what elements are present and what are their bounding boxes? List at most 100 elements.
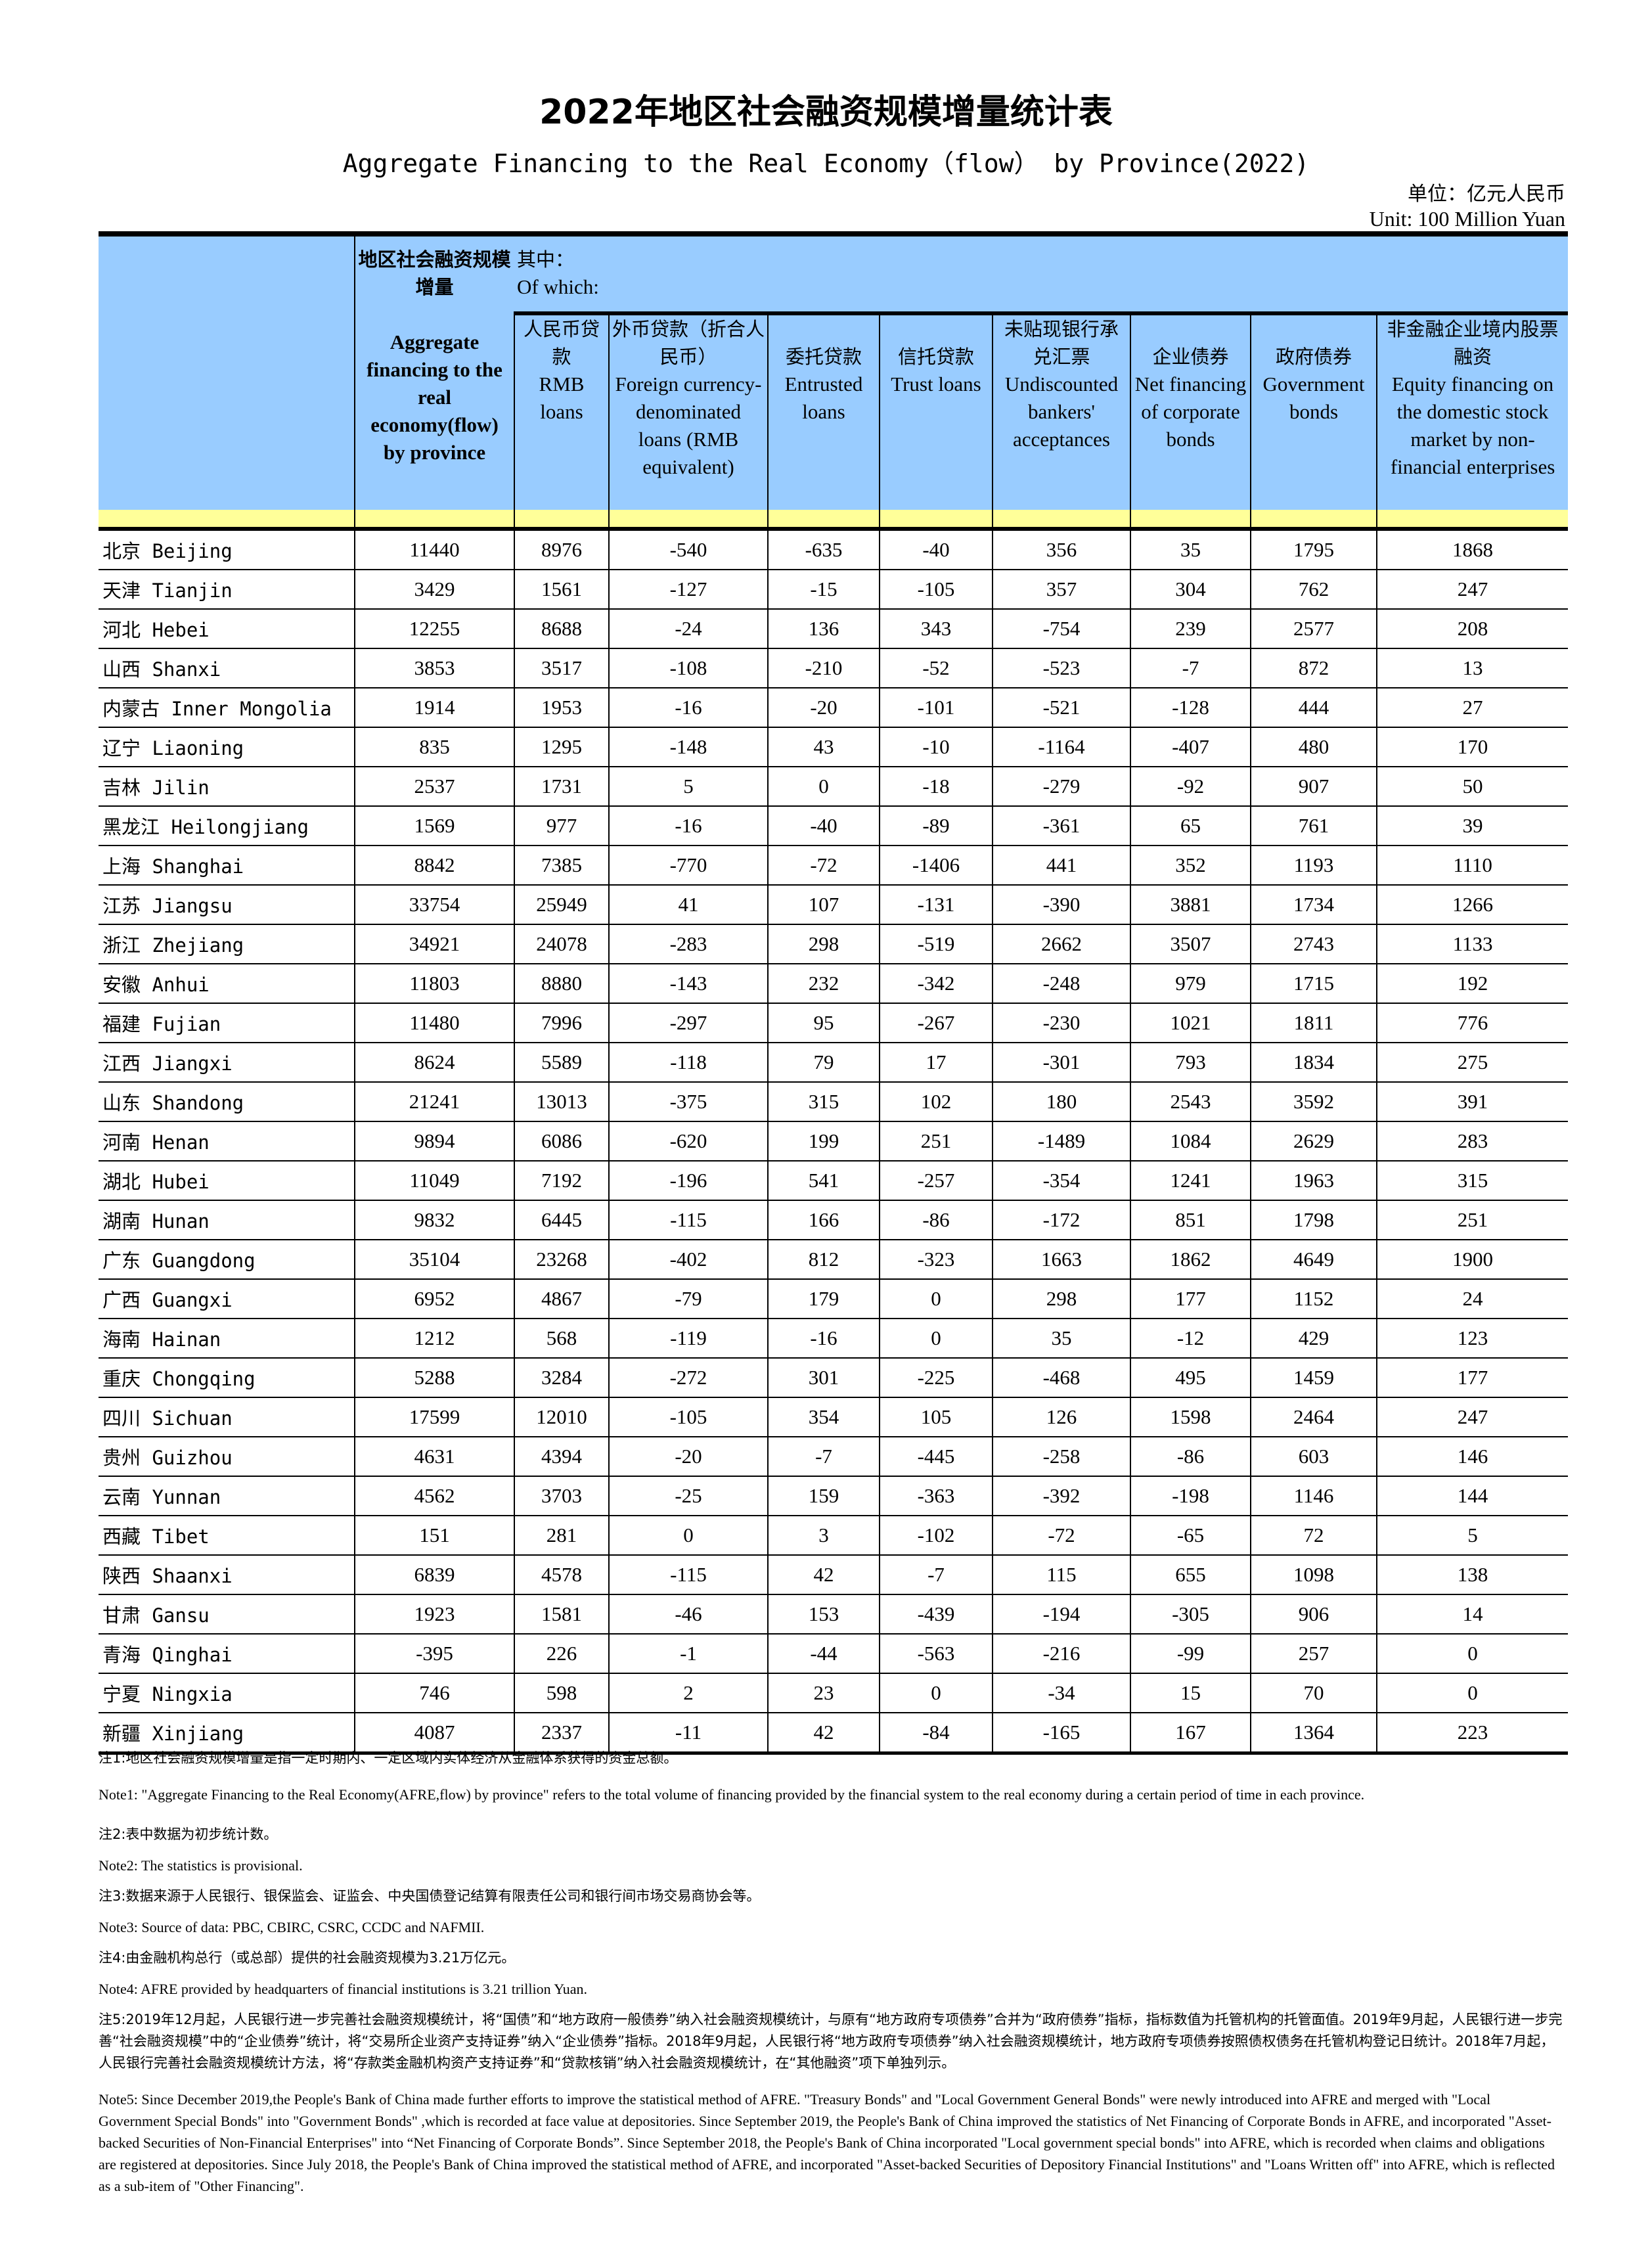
column-header-6: 企业债券 Net financing of corporate bonds xyxy=(1130,311,1251,510)
value-cell: 25949 xyxy=(514,885,609,925)
value-cell: 166 xyxy=(767,1200,880,1240)
value-cell: -194 xyxy=(992,1594,1130,1635)
value-cell: 1110 xyxy=(1375,846,1569,886)
value-cell: 1133 xyxy=(1375,924,1569,964)
value-cell: 354 xyxy=(767,1397,880,1437)
value-cell: -115 xyxy=(608,1555,768,1595)
value-cell: 4867 xyxy=(514,1279,609,1319)
value-cell: 2537 xyxy=(354,767,514,807)
table-row: 海南 Hainan 1212 568 -119 -16 0 35 -12 429 123 xyxy=(99,1319,1569,1359)
value-cell: 2662 xyxy=(992,924,1130,964)
table-row: 山西 Shanxi 3853 3517 -108 -210 -52 -523 -7 872 13 xyxy=(99,648,1569,688)
value-cell: -128 xyxy=(1130,688,1251,728)
value-cell: -24 xyxy=(608,609,768,649)
value-cell: 21241 xyxy=(354,1082,514,1122)
table-row: 江西 Jiangxi 8624 5589 -118 79 17 -301 793 1834 275 xyxy=(99,1043,1569,1083)
value-cell: 251 xyxy=(879,1121,993,1162)
value-cell: 146 xyxy=(1375,1437,1569,1477)
value-cell: -540 xyxy=(608,529,768,570)
province-name: 陕西 Shaanxi xyxy=(99,1555,355,1595)
value-cell: -770 xyxy=(608,846,768,886)
province-name: 江苏 Jiangsu xyxy=(99,885,355,925)
table-row: 新疆 Xinjiang 4087 2337 -11 42 -84 -165 167 1364 22… xyxy=(99,1713,1569,1755)
value-cell: 41 xyxy=(608,885,768,925)
value-cell: 906 xyxy=(1250,1594,1377,1635)
note-cn: 注2:表中数据为初步统计数。 xyxy=(99,1826,278,1842)
province-name: 河南 Henan xyxy=(99,1121,355,1162)
note-en: Note2: The statistics is provisional. xyxy=(99,1857,303,1874)
value-cell: -257 xyxy=(879,1161,993,1201)
table-row: 山东 Shandong 21241 13013 -375 315 102 180 2543 35… xyxy=(99,1082,1569,1122)
value-cell: -172 xyxy=(992,1200,1130,1240)
value-cell: -40 xyxy=(879,529,993,570)
value-cell: 95 xyxy=(767,1003,880,1043)
value-cell: 43 xyxy=(767,727,880,767)
value-cell: -15 xyxy=(767,570,880,610)
value-cell: 1731 xyxy=(514,767,609,807)
column-header-cn: 外币贷款（折合人民币） xyxy=(612,318,765,368)
header-region xyxy=(99,231,355,510)
value-cell: 0 xyxy=(879,1279,993,1319)
value-cell: -84 xyxy=(879,1713,993,1755)
value-cell: 429 xyxy=(1250,1319,1377,1359)
table-row: 江苏 Jiangsu 33754 25949 41 107 -131 -390 3881 173… xyxy=(99,885,1569,925)
table-row: 安徽 Anhui 11803 8880 -143 232 -342 -248 979 1715 1… xyxy=(99,964,1569,1004)
value-cell: 239 xyxy=(1130,609,1251,649)
value-cell: -108 xyxy=(608,648,768,688)
value-cell: -342 xyxy=(879,964,993,1004)
column-header-en: Undiscounted bankers' acceptances xyxy=(1004,372,1119,451)
value-cell: 776 xyxy=(1375,1003,1569,1043)
value-cell: 17 xyxy=(879,1043,993,1083)
note-en: Note4: AFRE provided by headquarters of … xyxy=(99,1981,588,1997)
value-cell: -131 xyxy=(879,885,993,925)
value-cell: 298 xyxy=(992,1279,1130,1319)
province-name: 云南 Yunnan xyxy=(99,1476,355,1516)
value-cell: 35 xyxy=(1130,529,1251,570)
value-cell: -16 xyxy=(608,806,768,846)
value-cell: -20 xyxy=(608,1437,768,1477)
value-cell: 8976 xyxy=(514,529,609,570)
table-row: 云南 Yunnan 4562 3703 -25 159 -363 -392 -198 1146 1… xyxy=(99,1476,1569,1516)
value-cell: 1963 xyxy=(1250,1161,1377,1201)
province-name: 新疆 Xinjiang xyxy=(99,1713,355,1755)
note-cn: 注1:地区社会融资规模增量是指一定时期内、一定区域内实体经济从金融体系获得的资金… xyxy=(99,1750,678,1766)
province-name: 广东 Guangdong xyxy=(99,1240,355,1280)
value-cell: 1098 xyxy=(1250,1555,1377,1595)
table-row: 天津 Tianjin 3429 1561 -127 -15 -105 357 304 762 24… xyxy=(99,570,1569,610)
province-name: 甘肃 Gansu xyxy=(99,1594,355,1635)
table-row: 黑龙江 Heilongjiang 1569 977 -16 -40 -89 -361 65 76… xyxy=(99,806,1569,846)
province-name: 北京 Beijing xyxy=(99,529,355,570)
value-cell: 356 xyxy=(992,529,1130,570)
value-cell: 102 xyxy=(879,1082,993,1122)
unit-label-cn: 单位：亿元人民币 xyxy=(1408,183,1565,206)
value-cell: -407 xyxy=(1130,727,1251,767)
value-cell: -390 xyxy=(992,885,1130,925)
value-cell: 70 xyxy=(1250,1673,1377,1713)
value-cell: -439 xyxy=(879,1594,993,1635)
value-cell: -563 xyxy=(879,1634,993,1674)
value-cell: 8842 xyxy=(354,846,514,886)
value-cell: -7 xyxy=(767,1437,880,1477)
value-cell: 746 xyxy=(354,1673,514,1713)
value-cell: 6086 xyxy=(514,1121,609,1162)
value-cell: 11803 xyxy=(354,964,514,1004)
value-cell: -1 xyxy=(608,1634,768,1674)
value-cell: 979 xyxy=(1130,964,1251,1004)
column-header-cn: 非金融企业境内股票融资 xyxy=(1387,318,1559,368)
column-header-4: 信托贷款 Trust loans xyxy=(879,311,993,510)
column-header-1: 人民币贷款 RMB loans xyxy=(514,311,609,510)
value-cell: 17599 xyxy=(354,1397,514,1437)
value-cell: -323 xyxy=(879,1240,993,1280)
value-cell: 281 xyxy=(514,1516,609,1556)
value-cell: -72 xyxy=(992,1516,1130,1556)
financing-table: 地区社会融资规模增量 Aggregate financing to the re… xyxy=(99,231,1569,1755)
value-cell: 251 xyxy=(1375,1200,1569,1240)
province-name: 四川 Sichuan xyxy=(99,1397,355,1437)
value-cell: 357 xyxy=(992,570,1130,610)
value-cell: -354 xyxy=(992,1161,1130,1201)
value-cell: -46 xyxy=(608,1594,768,1635)
table-row: 青海 Qinghai -395 226 -1 -44 -563 -216 -99 257 0 xyxy=(99,1634,1569,1674)
value-cell: 762 xyxy=(1250,570,1377,610)
value-cell: 4649 xyxy=(1250,1240,1377,1280)
value-cell: 977 xyxy=(514,806,609,846)
